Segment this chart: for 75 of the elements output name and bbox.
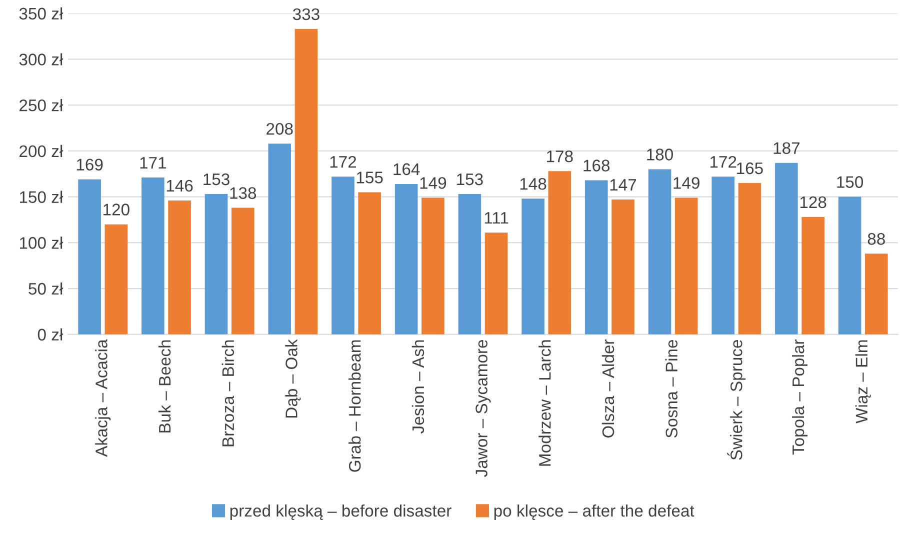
data-label: 111 xyxy=(484,212,508,224)
y-tick-label: 0 zł xyxy=(38,328,64,341)
data-label: 172 xyxy=(710,156,736,168)
bar xyxy=(332,176,354,334)
bar xyxy=(422,198,444,334)
x-tick-label: Brzoza – Birch xyxy=(222,340,234,446)
bar xyxy=(802,216,824,334)
bar xyxy=(484,232,508,334)
bar xyxy=(712,176,734,334)
data-label: 128 xyxy=(800,196,826,208)
x-tick-label: Akacja – Acacia xyxy=(95,339,111,457)
bar xyxy=(78,179,101,334)
x-tick-label: Topola – Poplar xyxy=(792,340,808,455)
bar xyxy=(864,254,888,334)
x-tick-label: Wiąz – Elm xyxy=(855,340,871,424)
legend-label: przed klęską – before disaster xyxy=(230,504,452,520)
bar xyxy=(358,192,381,334)
y-tick-label: 350 zł xyxy=(19,7,64,20)
bar xyxy=(458,194,482,334)
y-tick-label: 200 zł xyxy=(20,144,64,158)
data-label: 180 xyxy=(647,148,673,160)
bar xyxy=(648,169,672,334)
data-label: 178 xyxy=(547,150,573,162)
data-label: 150 xyxy=(837,176,864,188)
data-label: 333 xyxy=(292,8,320,20)
x-tick-label: Jesion – Ash xyxy=(412,340,424,434)
x-tick-label: Jawor – Sycamore xyxy=(476,340,491,477)
data-label: 138 xyxy=(230,187,256,199)
bar xyxy=(204,194,228,334)
x-tick-label: Buk – Beech xyxy=(158,340,171,432)
data-label: 165 xyxy=(737,162,763,174)
bar xyxy=(775,162,798,334)
x-tick-label: Dąb – Oak xyxy=(285,339,301,418)
x-tick-label: Świerk – Spruce xyxy=(727,340,746,460)
bar xyxy=(612,200,634,334)
data-label: 153 xyxy=(204,173,230,186)
data-label: 146 xyxy=(166,180,193,192)
bar xyxy=(104,224,128,334)
data-label: 169 xyxy=(76,158,103,171)
y-tick-label: 250 zł xyxy=(20,99,64,112)
y-tick-label: 300 zł xyxy=(19,53,64,66)
bar xyxy=(294,28,318,334)
bar xyxy=(268,144,292,334)
y-tick-label: 50 zł xyxy=(28,282,64,295)
data-label: 155 xyxy=(356,172,383,184)
bar xyxy=(674,198,698,334)
y-tick-label: 150 zł xyxy=(20,190,64,204)
data-label: 149 xyxy=(420,177,446,189)
data-label: 172 xyxy=(330,156,356,168)
legend-label: po klęsce – after the defeat xyxy=(494,504,694,520)
y-tick-label: 100 zł xyxy=(20,236,64,249)
data-label: 149 xyxy=(674,177,700,189)
data-label: 148 xyxy=(520,178,546,190)
bar xyxy=(522,198,544,334)
bar xyxy=(168,200,191,334)
bar xyxy=(738,183,762,334)
data-label: 147 xyxy=(610,179,636,191)
data-label: 208 xyxy=(266,122,293,135)
x-tick-label: Grab – Hornbeam xyxy=(348,340,361,472)
data-label: 171 xyxy=(140,157,166,169)
data-label: 168 xyxy=(584,160,610,172)
data-label: 187 xyxy=(774,142,800,154)
bar xyxy=(394,184,418,334)
bar xyxy=(584,180,608,334)
bar xyxy=(548,171,572,334)
data-label: 153 xyxy=(457,173,483,186)
bar xyxy=(142,178,164,334)
data-label: 88 xyxy=(868,233,885,245)
data-label: 120 xyxy=(104,204,130,216)
data-label: 164 xyxy=(394,163,420,176)
x-tick-label: Modrzew – Larch xyxy=(538,340,551,466)
x-tick-label: Sosna – Pine xyxy=(665,340,678,438)
bar xyxy=(838,196,862,334)
bar xyxy=(231,208,254,334)
x-tick-label: Olsza – Alder xyxy=(602,340,614,438)
